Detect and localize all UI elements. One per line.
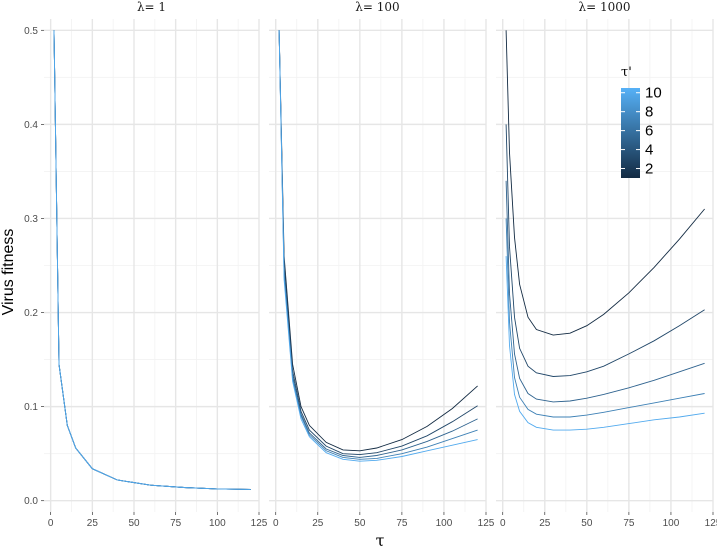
y-tick-label: 0.1 <box>24 402 38 413</box>
legend-label: 2 <box>645 161 653 178</box>
legend-label: 8 <box>645 104 653 121</box>
x-tick-label: 50 <box>581 518 593 529</box>
y-tick-label: 0.4 <box>24 120 38 131</box>
legend: τ' 2 4 6 8 10 <box>621 65 662 178</box>
series-line-lambda2-tauprime-10 <box>505 256 705 431</box>
x-tick-label: 0 <box>500 518 506 529</box>
facet-label-2: λ= 1000 <box>578 0 630 14</box>
series-line-lambda1-tauprime-10 <box>278 30 478 462</box>
legend-label: 6 <box>645 123 653 140</box>
y-tick-label: 0.2 <box>24 308 38 319</box>
series-line-lambda2-tauprime-3 <box>505 124 705 377</box>
x-tick-label: 125 <box>251 518 268 529</box>
x-tick-label: 125 <box>705 518 717 529</box>
x-tick-label: 100 <box>436 518 453 529</box>
grid-layer <box>44 19 714 512</box>
x-tick-label: 25 <box>312 518 324 529</box>
legend-title: τ' <box>621 65 632 80</box>
x-axis-title: τ <box>376 531 385 549</box>
series-layer <box>53 30 705 490</box>
y-tick-label: 0.5 <box>24 26 38 37</box>
x-tick-label: 75 <box>623 518 635 529</box>
series-line-lambda0-tauprime-10 <box>53 30 251 490</box>
series-line-lambda2-tauprime-1 <box>505 30 705 336</box>
series-line-lambda2-tauprime-5 <box>505 180 705 403</box>
x-tick-label: 50 <box>354 518 366 529</box>
facet-label-1: λ= 100 <box>355 0 399 14</box>
x-tick-label: 125 <box>478 518 495 529</box>
x-tick-label: 75 <box>170 518 182 529</box>
series-line-lambda2-tauprime-7 <box>505 218 705 418</box>
x-tick-label: 25 <box>539 518 551 529</box>
y-tick-label: 0.3 <box>24 214 38 225</box>
x-tick-label: 100 <box>663 518 680 529</box>
legend-label: 10 <box>645 85 662 102</box>
y-axis-title: Virus fitness <box>0 229 17 316</box>
legend-label: 4 <box>645 142 653 159</box>
x-tick-label: 100 <box>209 518 226 529</box>
x-tick-label: 75 <box>396 518 408 529</box>
x-tick-label: 0 <box>48 518 54 529</box>
facet-label-0: λ= 1 <box>137 0 166 14</box>
series-line-lambda1-tauprime-1 <box>278 30 478 452</box>
x-tick-label: 25 <box>87 518 99 529</box>
x-tick-label: 50 <box>128 518 140 529</box>
legend-colorbar <box>621 88 640 178</box>
y-tick-label: 0.0 <box>24 496 38 507</box>
x-tick-label: 0 <box>273 518 279 529</box>
